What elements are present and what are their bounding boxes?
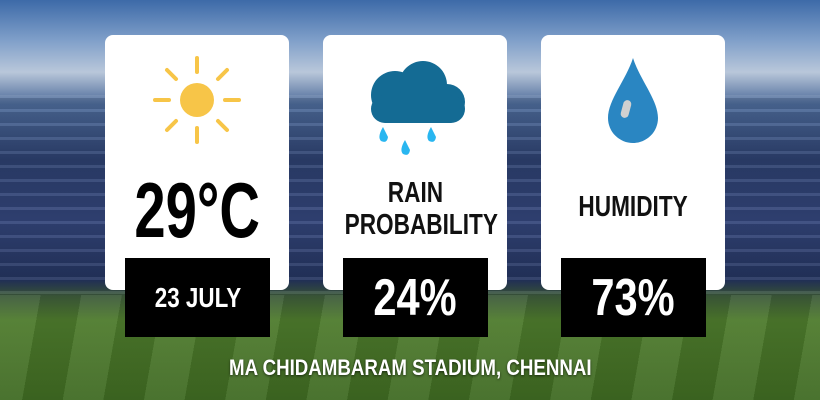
humidity-value-box: 73% — [561, 258, 706, 337]
sun-icon — [105, 50, 289, 150]
rain-cloud-icon — [323, 50, 507, 165]
rain-value-box: 24% — [343, 258, 488, 337]
humidity-label: HUMIDITY — [578, 191, 688, 223]
humidity-card: HUMIDITY — [541, 35, 725, 290]
temperature-value: 29°C — [134, 166, 260, 254]
venue-caption: MA CHIDAMBARAM STADIUM, CHENNAI — [228, 355, 592, 380]
rain-probability-card: RAIN PROBABILITY — [323, 35, 507, 290]
temperature-card: 29°C — [105, 35, 289, 290]
rain-label: RAIN PROBABILITY — [344, 177, 498, 241]
date-box: 23 JULY — [125, 258, 270, 337]
water-drop-icon — [541, 50, 725, 150]
